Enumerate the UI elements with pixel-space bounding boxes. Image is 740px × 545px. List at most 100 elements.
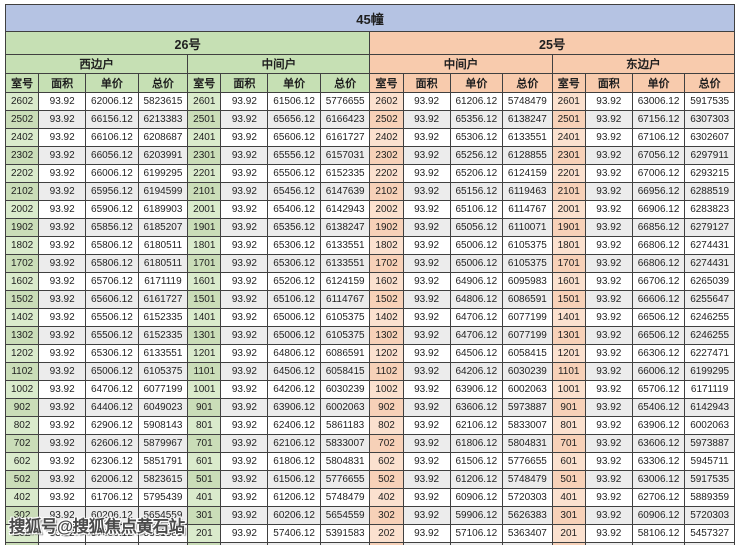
cell-unit-price: 61206.12 [449,470,504,489]
cell-area: 93.92 [220,344,269,363]
cell-room: 1802 [369,236,404,255]
table-row: 502 93.92 62006.12 5823615 501 93.92 61506.12 5… [4,470,735,489]
cell-area: 93.92 [584,506,633,525]
cell-area: 93.92 [402,128,451,147]
cell-unit-price: 67006.12 [631,164,686,183]
cell-unit-price: 66056.12 [85,146,139,165]
cell-total-price: 5804831 [319,452,371,471]
cell-unit-price: 63906.12 [449,380,504,399]
cell-unit-price: 61806.12 [449,434,504,453]
cell-area: 93.92 [220,488,269,507]
cell-area: 93.92 [38,272,87,291]
cell-room: 1301 [187,326,222,345]
col-header-room: 室号 [369,73,404,93]
cell-area: 93.92 [584,326,633,345]
cell-unit-price: 61706.12 [85,488,139,507]
cell-area: 93.92 [38,308,87,327]
cell-unit-price: 65006.12 [267,326,321,345]
cell-room: 1902 [4,218,40,237]
cell-area: 93.92 [38,380,87,399]
cell-total-price: 6297911 [684,146,735,165]
cell-area: 93.92 [38,92,87,111]
cell-room: 1001 [551,380,586,399]
cell-room: 1201 [187,344,222,363]
cell-unit-price: 66106.12 [85,128,139,147]
cell-room: 801 [551,416,586,435]
cell-area: 93.92 [220,218,269,237]
cell-total-price: 6213383 [137,110,189,129]
cell-room: 2002 [369,200,404,219]
cell-room: 2502 [4,110,40,129]
cell-area: 93.92 [584,164,633,183]
cell-unit-price: 65506.12 [267,164,321,183]
cell-total-price: 6105375 [502,254,553,273]
cell-area: 93.92 [220,236,269,255]
cell-area: 93.92 [584,92,633,111]
cell-total-price: 6105375 [137,362,189,381]
cell-total-price: 6002063 [319,398,371,417]
cell-total-price: 6110071 [502,218,553,237]
cell-area: 93.92 [38,452,87,471]
cell-unit-price: 64506.12 [449,344,504,363]
cell-unit-price: 65806.12 [85,236,139,255]
cell-room: 2402 [4,128,40,147]
cell-room: 2201 [551,164,586,183]
cell-room: 1002 [4,380,40,399]
cell-room: 1702 [369,254,404,273]
cell-unit-price: 61206.12 [449,92,504,111]
cell-area: 93.92 [220,182,269,201]
cell-unit-price: 57406.12 [85,524,139,543]
cell-unit-price: 63906.12 [631,416,686,435]
cell-unit-price: 66306.12 [631,344,686,363]
cell-total-price: 6152335 [137,326,189,345]
cell-total-price: 6030239 [502,362,553,381]
cell-room: 402 [4,488,40,507]
cell-room: 601 [187,452,222,471]
cell-total-price: 5457327 [684,524,735,543]
cell-unit-price: 65006.12 [85,362,139,381]
cell-total-price: 6279127 [684,218,735,237]
cell-total-price: 6058415 [502,344,553,363]
cell-unit-price: 64906.12 [449,272,504,291]
cell-area: 93.92 [584,470,633,489]
cell-unit-price: 66856.12 [631,218,686,237]
table-row: 702 93.92 62606.12 5879967 701 93.92 62106.12 5… [4,434,735,453]
cell-room: 1601 [187,272,222,291]
cell-unit-price: 63006.12 [631,92,686,111]
cell-area: 93.92 [402,398,451,417]
table-row: 1902 93.92 65856.12 6185207 1901 93.92 65356.1… [4,218,735,237]
col-header-total-price: 总价 [502,73,553,93]
cell-total-price: 5823615 [137,92,189,111]
cell-unit-price: 65306.12 [267,236,321,255]
cell-unit-price: 62406.12 [267,416,321,435]
cell-total-price: 5851791 [137,452,189,471]
cell-unit-price: 65356.12 [449,110,504,129]
cell-area: 93.92 [584,344,633,363]
cell-area: 93.92 [220,326,269,345]
building-title: 45幢 [5,4,735,32]
cell-unit-price: 65406.12 [631,398,686,417]
cell-unit-price: 66806.12 [631,236,686,255]
cell-room: 1201 [551,344,586,363]
cell-room: 601 [551,452,586,471]
cell-area: 93.92 [402,182,451,201]
cell-room: 701 [551,434,586,453]
cell-room: 1101 [187,362,222,381]
cell-room: 201 [187,524,222,543]
cell-unit-price: 62906.12 [85,416,139,435]
cell-room: 2602 [369,92,404,111]
cell-area: 93.92 [584,416,633,435]
cell-unit-price: 63006.12 [631,470,686,489]
cell-total-price: 6133551 [319,254,371,273]
table-row: 1602 93.92 65706.12 6171119 1601 93.92 65206.1… [4,272,735,291]
cell-unit-price: 65156.12 [449,182,504,201]
cell-area: 93.92 [584,488,633,507]
cell-total-price: 6142943 [319,200,371,219]
cell-area: 93.92 [402,488,451,507]
cell-unit-price: 67056.12 [631,146,686,165]
cell-total-price: 6138247 [502,110,553,129]
cell-room: 2602 [4,92,40,111]
cell-area: 93.92 [584,128,633,147]
cell-area: 93.92 [402,344,451,363]
cell-unit-price: 66006.12 [631,362,686,381]
